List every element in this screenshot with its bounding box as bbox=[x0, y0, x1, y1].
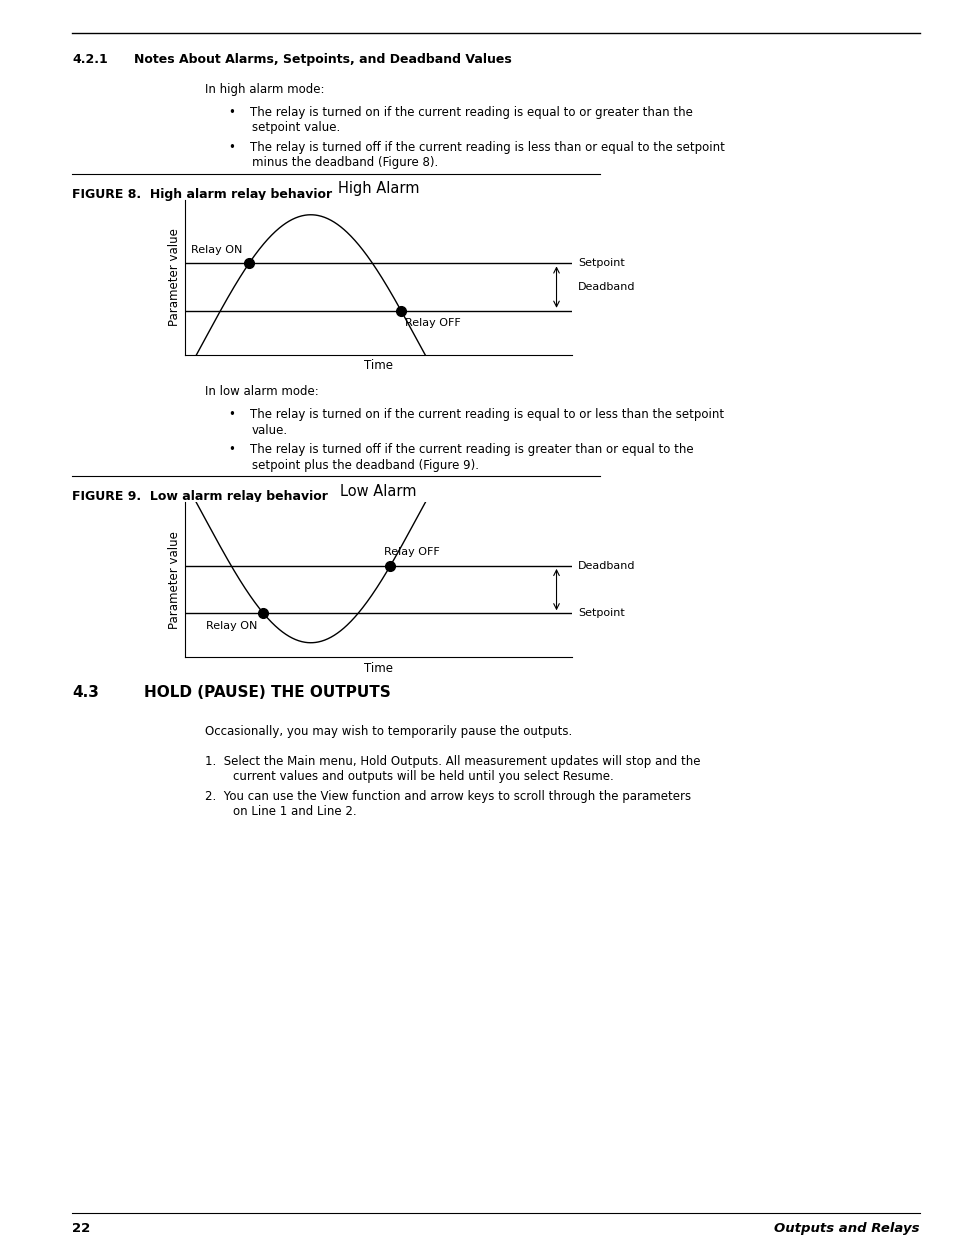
Text: In low alarm mode:: In low alarm mode: bbox=[205, 385, 318, 398]
Text: Relay ON: Relay ON bbox=[206, 621, 257, 631]
Y-axis label: Parameter value: Parameter value bbox=[168, 531, 181, 629]
Text: Relay OFF: Relay OFF bbox=[405, 319, 460, 329]
Text: •: • bbox=[228, 106, 234, 119]
X-axis label: Time: Time bbox=[364, 359, 393, 372]
Text: •: • bbox=[228, 141, 234, 154]
Text: Outputs and Relays: Outputs and Relays bbox=[774, 1221, 919, 1235]
Text: Setpoint: Setpoint bbox=[578, 258, 624, 268]
Text: Setpoint: Setpoint bbox=[578, 608, 624, 619]
Text: minus the deadband (Figure 8).: minus the deadband (Figure 8). bbox=[252, 157, 437, 169]
Text: 4.3: 4.3 bbox=[71, 685, 99, 700]
Text: The relay is turned off if the current reading is less than or equal to the setp: The relay is turned off if the current r… bbox=[250, 141, 724, 154]
Text: •: • bbox=[228, 409, 234, 421]
Text: In high alarm mode:: In high alarm mode: bbox=[205, 83, 324, 95]
Y-axis label: Parameter value: Parameter value bbox=[168, 228, 181, 326]
Text: 1.  Select the Main menu, Hold Outputs. All measurement updates will stop and th: 1. Select the Main menu, Hold Outputs. A… bbox=[205, 755, 700, 768]
Text: Deadband: Deadband bbox=[578, 561, 635, 571]
Text: Deadband: Deadband bbox=[578, 282, 635, 293]
Text: HOLD (PAUSE) THE OUTPUTS: HOLD (PAUSE) THE OUTPUTS bbox=[144, 685, 391, 700]
Text: FIGURE 9.  Low alarm relay behavior: FIGURE 9. Low alarm relay behavior bbox=[71, 490, 328, 504]
Text: 4.2.1: 4.2.1 bbox=[71, 53, 108, 65]
Text: value.: value. bbox=[252, 424, 288, 437]
Text: setpoint plus the deadband (Figure 9).: setpoint plus the deadband (Figure 9). bbox=[252, 459, 478, 472]
Text: on Line 1 and Line 2.: on Line 1 and Line 2. bbox=[233, 805, 356, 819]
Text: Notes About Alarms, Setpoints, and Deadband Values: Notes About Alarms, Setpoints, and Deadb… bbox=[133, 53, 511, 65]
Text: setpoint value.: setpoint value. bbox=[252, 121, 340, 135]
Text: Occasionally, you may wish to temporarily pause the outputs.: Occasionally, you may wish to temporaril… bbox=[205, 725, 572, 739]
Text: Relay ON: Relay ON bbox=[192, 245, 243, 254]
Text: The relay is turned on if the current reading is equal to or less than the setpo: The relay is turned on if the current re… bbox=[250, 409, 723, 421]
Text: 2.  You can use the View function and arrow keys to scroll through the parameter: 2. You can use the View function and arr… bbox=[205, 789, 690, 803]
Text: •: • bbox=[228, 443, 234, 457]
Title: Low Alarm: Low Alarm bbox=[340, 484, 416, 499]
Text: current values and outputs will be held until you select Resume.: current values and outputs will be held … bbox=[233, 771, 613, 783]
Text: The relay is turned off if the current reading is greater than or equal to the: The relay is turned off if the current r… bbox=[250, 443, 693, 457]
Text: 22: 22 bbox=[71, 1221, 91, 1235]
Text: Relay OFF: Relay OFF bbox=[384, 547, 439, 557]
X-axis label: Time: Time bbox=[364, 662, 393, 674]
Text: FIGURE 8.  High alarm relay behavior: FIGURE 8. High alarm relay behavior bbox=[71, 188, 332, 201]
Text: The relay is turned on if the current reading is equal to or greater than the: The relay is turned on if the current re… bbox=[250, 106, 692, 119]
Title: High Alarm: High Alarm bbox=[337, 182, 418, 196]
